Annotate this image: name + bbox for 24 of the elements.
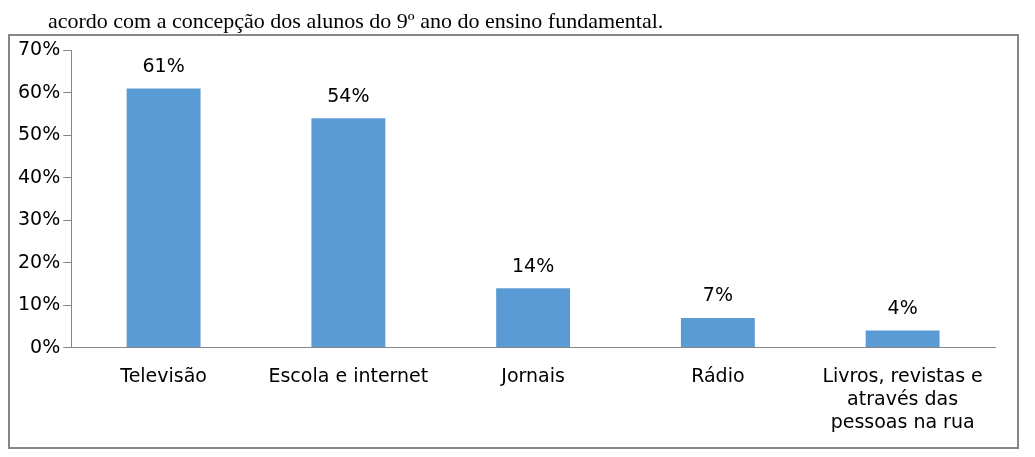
- y-tick-label: 50%: [18, 122, 61, 145]
- y-tick-label: 20%: [18, 249, 61, 272]
- chart-title: acordo com a concepção dos alunos do 9º ano do ensino fundamental.: [47, 8, 665, 34]
- bar: [865, 330, 940, 348]
- data-label: 54%: [327, 83, 370, 106]
- bar: [126, 88, 201, 348]
- y-tick-label: 40%: [18, 164, 61, 187]
- data-label: 14%: [512, 253, 555, 276]
- x-tick-label: Jornais: [500, 363, 565, 386]
- y-tick-label: 70%: [18, 37, 61, 60]
- x-tick-label: Rádio: [691, 363, 745, 386]
- bar: [680, 317, 755, 348]
- data-label: 4%: [887, 296, 918, 319]
- y-tick-label: 60%: [18, 79, 61, 102]
- data-label: 61%: [142, 54, 185, 77]
- x-tick-label: Televisão: [119, 363, 207, 386]
- bar: [311, 118, 386, 348]
- y-tick-label: 30%: [18, 207, 61, 230]
- bar: [496, 288, 571, 348]
- x-tick-label: Livros, revistas e através das pessoas na rua: [822, 363, 983, 432]
- y-tick-label: 0%: [30, 334, 61, 357]
- y-tick-label: 10%: [18, 292, 61, 315]
- x-tick-label: Escola e internet: [268, 363, 429, 386]
- data-label: 7%: [702, 283, 733, 306]
